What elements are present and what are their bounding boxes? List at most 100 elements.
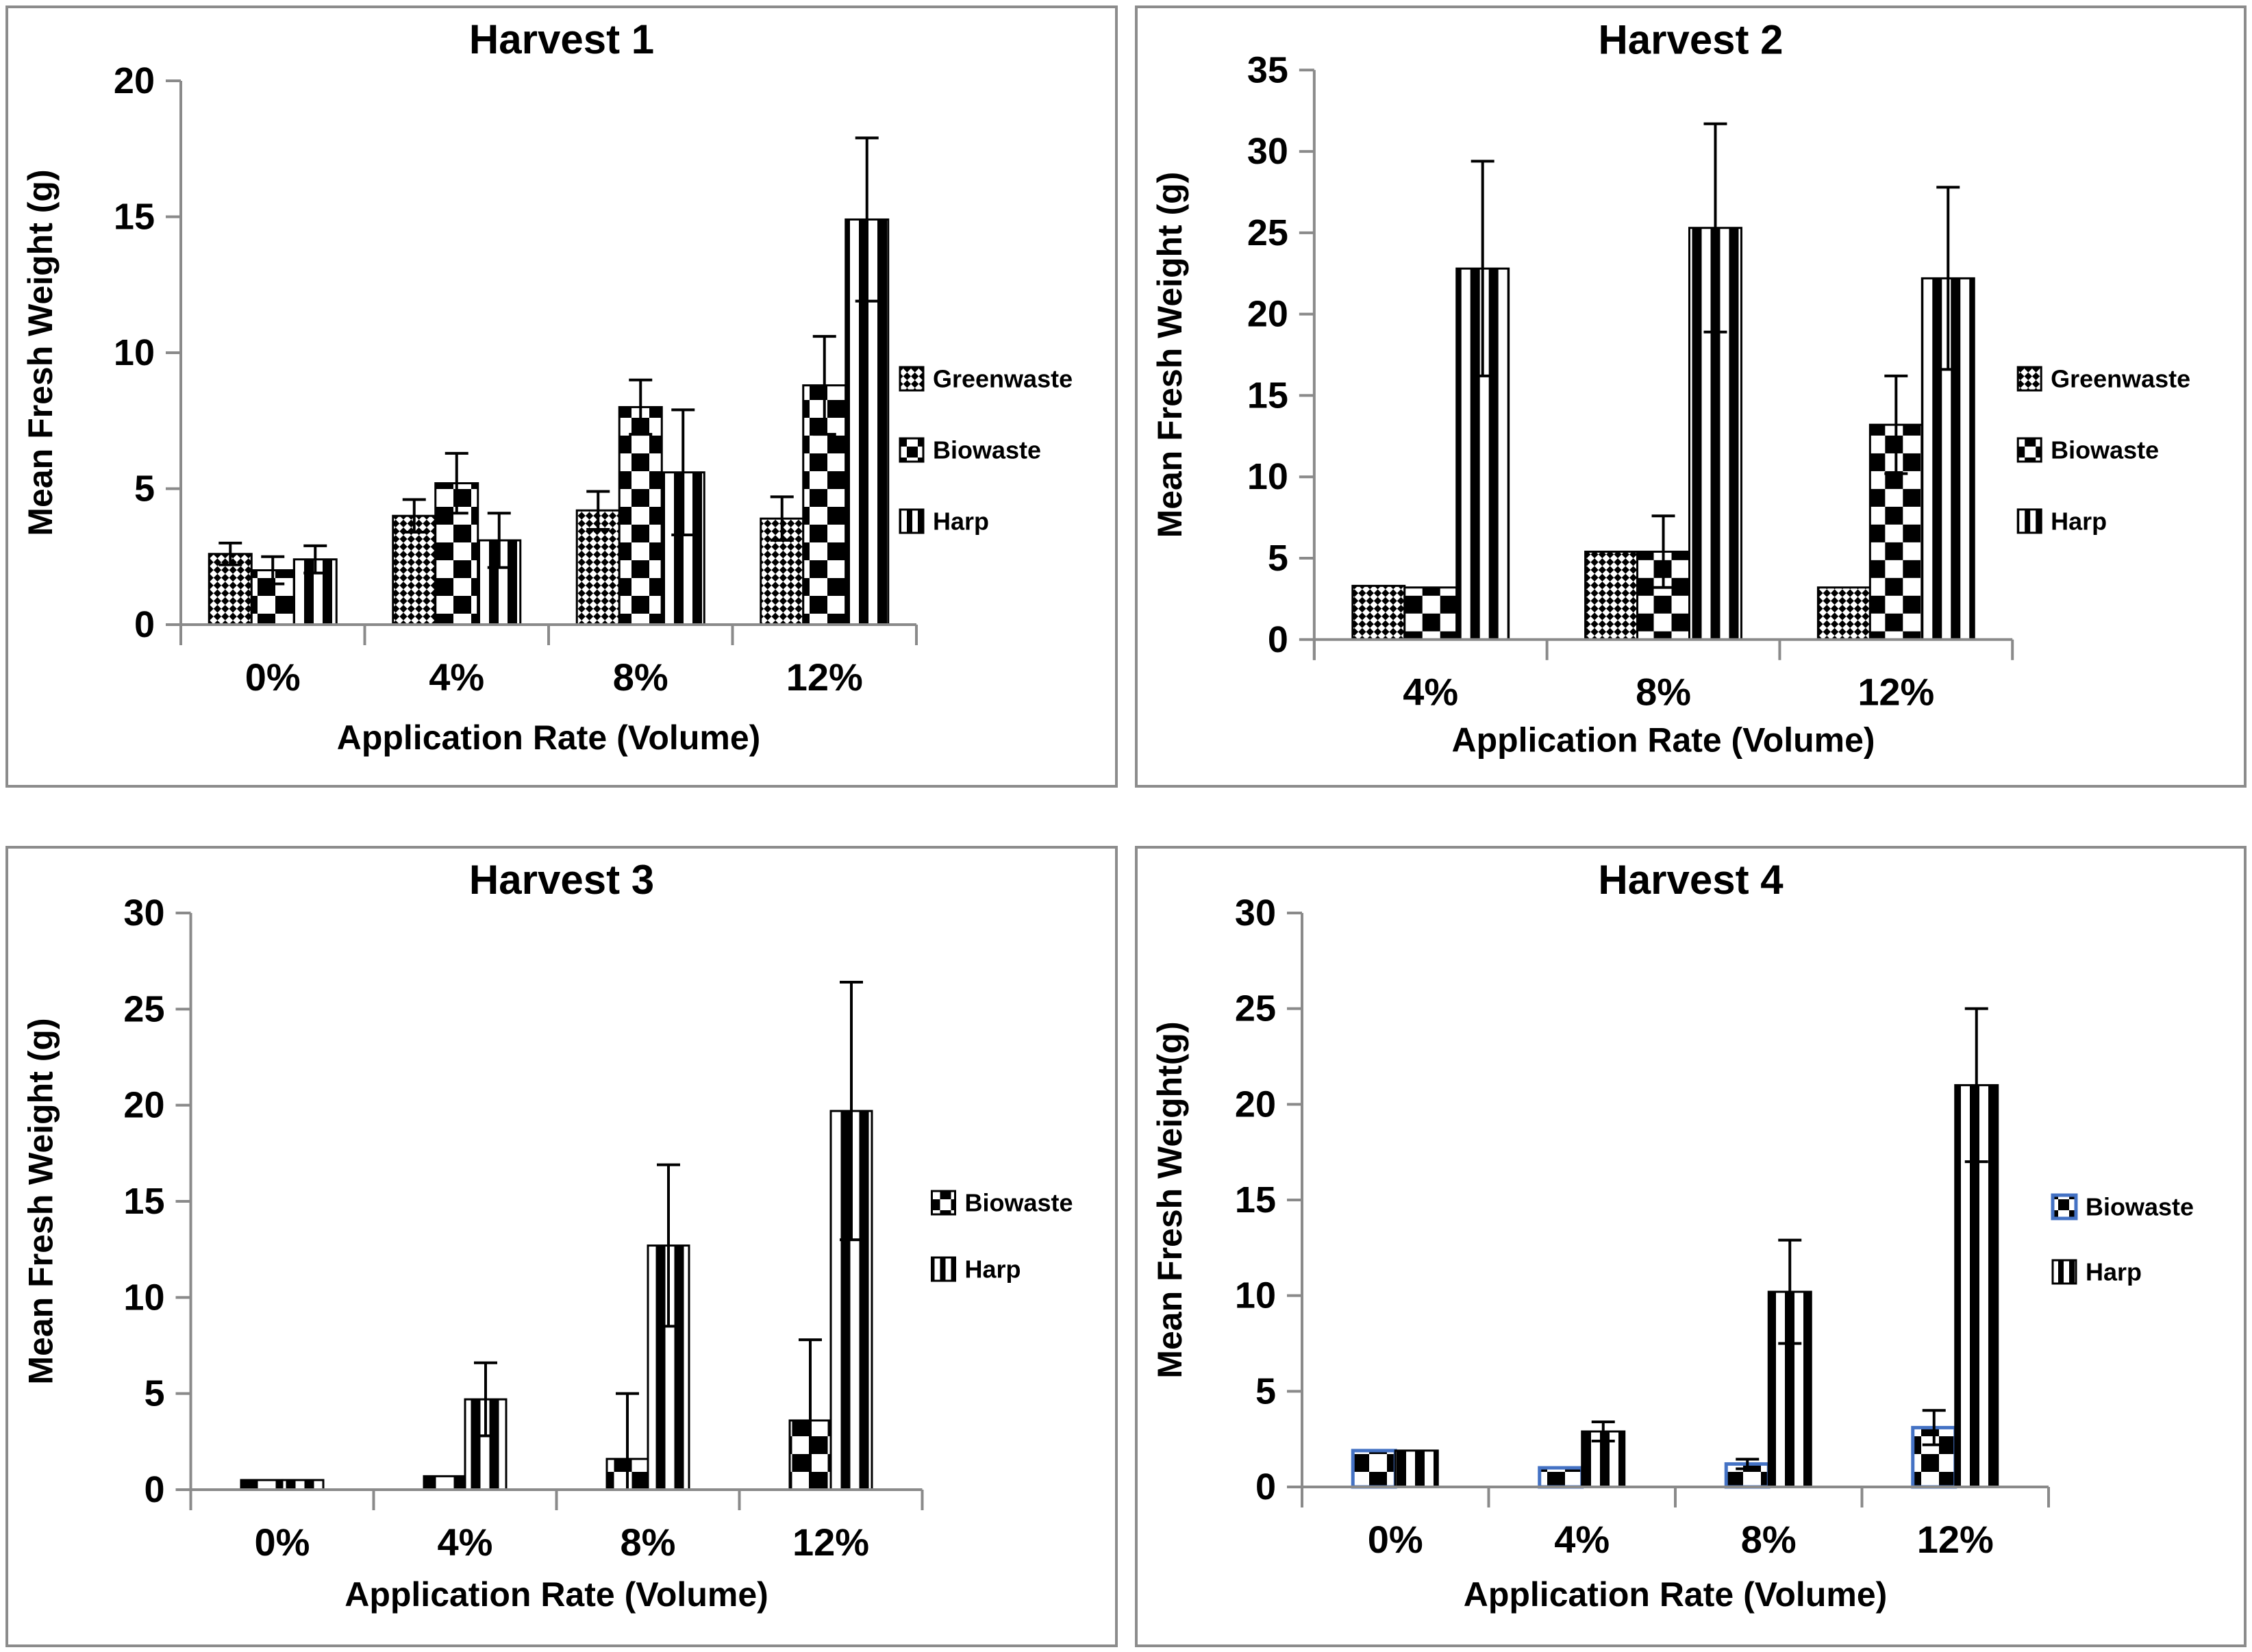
- error-bars-harvest-2: [1471, 122, 1960, 589]
- bar-harvest-2-greenwaste-12%: [1816, 586, 1871, 641]
- y-tick-label: 30: [123, 892, 164, 934]
- legend-swatch-biowaste: [2051, 1193, 2078, 1221]
- legend-item-harp: Harp: [931, 1255, 1021, 1284]
- error-bars-harvest-3: [474, 981, 863, 1490]
- legend-harvest-3: Biowaste Harp: [931, 1189, 1073, 1284]
- x-tick-label: 8%: [621, 1520, 676, 1564]
- error-bar-harvest-1-harp-4%: [487, 512, 511, 569]
- chart-harvest-2: 0 5 10 15 20 25 30 35 4% 8% 12% Harvest 2 Applicatio…: [1151, 16, 2190, 759]
- error-bar-harvest-4-harp-12%: [1964, 1007, 1988, 1164]
- x-tick-label: 12%: [792, 1520, 869, 1564]
- y-tick-label: 5: [1268, 538, 1288, 579]
- bar-harvest-2-greenwaste-8%: [1584, 550, 1639, 641]
- chart-title: Harvest 1: [469, 16, 654, 62]
- error-bar-harvest-1-greenwaste-4%: [402, 498, 426, 534]
- error-bar-harvest-4-harp-4%: [1591, 1421, 1615, 1442]
- error-bar-harvest-1-biowaste-8%: [629, 378, 653, 436]
- legend-item-biowaste: Biowaste: [899, 436, 1041, 464]
- x-tick-label: 8%: [613, 655, 668, 699]
- y-tick-label: 5: [144, 1373, 164, 1414]
- error-bar-harvest-1-harp-0%: [303, 544, 327, 575]
- legend-harvest-2: Greenwaste Biowaste Harp: [2016, 365, 2190, 535]
- chart-title: Harvest 3: [469, 857, 654, 903]
- legend-label-harp: Harp: [2086, 1258, 2142, 1286]
- legend-swatch-harp: [899, 508, 925, 534]
- y-tick-label: 10: [1247, 456, 1288, 497]
- legend-item-harp: Harp: [2051, 1258, 2142, 1286]
- y-tick-label: 25: [1247, 212, 1288, 253]
- bar-harvest-4-harp-0%: [1394, 1449, 1439, 1488]
- legend-label-harp: Harp: [2051, 507, 2107, 535]
- error-bar-harvest-2-biowaste-12%: [1884, 374, 1908, 475]
- bar-harvest-3-biowaste-4%: [423, 1475, 466, 1491]
- chart-harvest-4: 0 5 10 15 20 25 30 0% 4% 8% 12% Harvest 4 Applicatio…: [1151, 857, 2194, 1614]
- legend-item-biowaste: Biowaste: [931, 1189, 1073, 1217]
- y-axis-title: Mean Fresh Weight (g): [22, 1018, 60, 1384]
- error-bar-harvest-3-harp-8%: [657, 1163, 680, 1328]
- axes-harvest-3: [175, 912, 924, 1510]
- y-tick-label: 0: [1255, 1466, 1276, 1507]
- bars-harvest-4: [1351, 1084, 1999, 1489]
- y-tick-label: 25: [123, 988, 164, 1029]
- axes-harvest-4: [1287, 912, 2050, 1507]
- chart-title: Harvest 2: [1599, 16, 1784, 62]
- error-bar-harvest-2-biowaste-8%: [1651, 514, 1675, 589]
- y-tick-label: 15: [1235, 1179, 1276, 1221]
- error-bar-harvest-1-biowaste-0%: [261, 555, 285, 586]
- legend-label-harp: Harp: [933, 508, 989, 536]
- error-bars-harvest-4: [1591, 1007, 1988, 1470]
- legend-item-biowaste: Biowaste: [2051, 1193, 2194, 1221]
- legend-swatch-harp: [2051, 1259, 2077, 1285]
- legend-label-biowaste: Biowaste: [933, 436, 1041, 464]
- x-tick-label: 4%: [438, 1520, 493, 1564]
- y-tick-label: 20: [123, 1085, 164, 1126]
- error-bar-harvest-1-greenwaste-12%: [770, 495, 794, 542]
- legend-swatch-biowaste: [2016, 437, 2042, 463]
- panel-harvest-4: 0 5 10 15 20 25 30 0% 4% 8% 12% Harvest 4 Applicatio…: [1135, 846, 2247, 1647]
- error-bar-harvest-4-biowaste-8%: [1736, 1457, 1760, 1470]
- error-bar-harvest-2-harp-8%: [1703, 122, 1727, 334]
- error-bar-harvest-3-biowaste-12%: [799, 1338, 822, 1490]
- y-tick-label: 20: [1247, 294, 1288, 335]
- y-tick-label: 10: [114, 332, 155, 373]
- error-bars-harvest-1: [218, 136, 879, 586]
- chart-harvest-3: 0 5 10 15 20 25 30 0% 4% 8% 12% Harvest 3 Applicatio…: [22, 857, 1073, 1614]
- x-tick-label: 4%: [429, 655, 484, 699]
- y-tick-label: 30: [1235, 892, 1276, 934]
- bar-harvest-3-harp-0%: [281, 1479, 325, 1491]
- error-bar-harvest-1-greenwaste-0%: [218, 541, 242, 566]
- x-axis-title: Application Rate (Volume): [345, 1575, 768, 1614]
- y-axis-title: Mean Fresh Weight (g): [21, 169, 60, 536]
- legend-item-greenwaste: Greenwaste: [2016, 365, 2190, 393]
- y-tick-label: 0: [1268, 619, 1288, 660]
- error-bar-harvest-1-harp-8%: [671, 408, 695, 536]
- y-tick-label: 20: [1235, 1084, 1276, 1125]
- x-tick-label: 8%: [1741, 1518, 1797, 1561]
- legend-swatch-harp: [2016, 508, 2042, 534]
- chart-title: Harvest 4: [1598, 857, 1784, 903]
- y-tick-label: 25: [1235, 988, 1276, 1029]
- legend-swatch-biowaste: [931, 1190, 956, 1216]
- bar-harvest-2-greenwaste-4%: [1351, 584, 1406, 641]
- error-bar-harvest-1-biowaste-4%: [445, 451, 468, 515]
- y-tick-label: 15: [123, 1181, 164, 1222]
- y-tick-label: 5: [134, 468, 155, 510]
- bars-harvest-3: [240, 1110, 873, 1491]
- y-tick-label: 30: [1247, 131, 1288, 172]
- x-tick-label: 4%: [1554, 1518, 1610, 1561]
- legend-item-harp: Harp: [2016, 507, 2107, 535]
- x-axis-title: Application Rate (Volume): [1464, 1575, 1888, 1614]
- legend-swatch-harp: [931, 1256, 956, 1282]
- x-tick-label: 0%: [245, 655, 301, 699]
- legend-label-greenwaste: Greenwaste: [933, 365, 1073, 393]
- y-tick-label: 0: [134, 604, 155, 645]
- bar-harvest-2-biowaste-4%: [1403, 586, 1458, 641]
- axes-harvest-1: [166, 79, 918, 645]
- legend-swatch-greenwaste: [2016, 366, 2042, 392]
- y-tick-label: 10: [123, 1277, 164, 1318]
- y-axis-title: Mean Fresh Weight(g): [1151, 1021, 1189, 1378]
- legend-item-biowaste: Biowaste: [2016, 436, 2159, 464]
- y-tick-label: 10: [1235, 1275, 1276, 1316]
- legend-swatch-biowaste: [899, 437, 925, 463]
